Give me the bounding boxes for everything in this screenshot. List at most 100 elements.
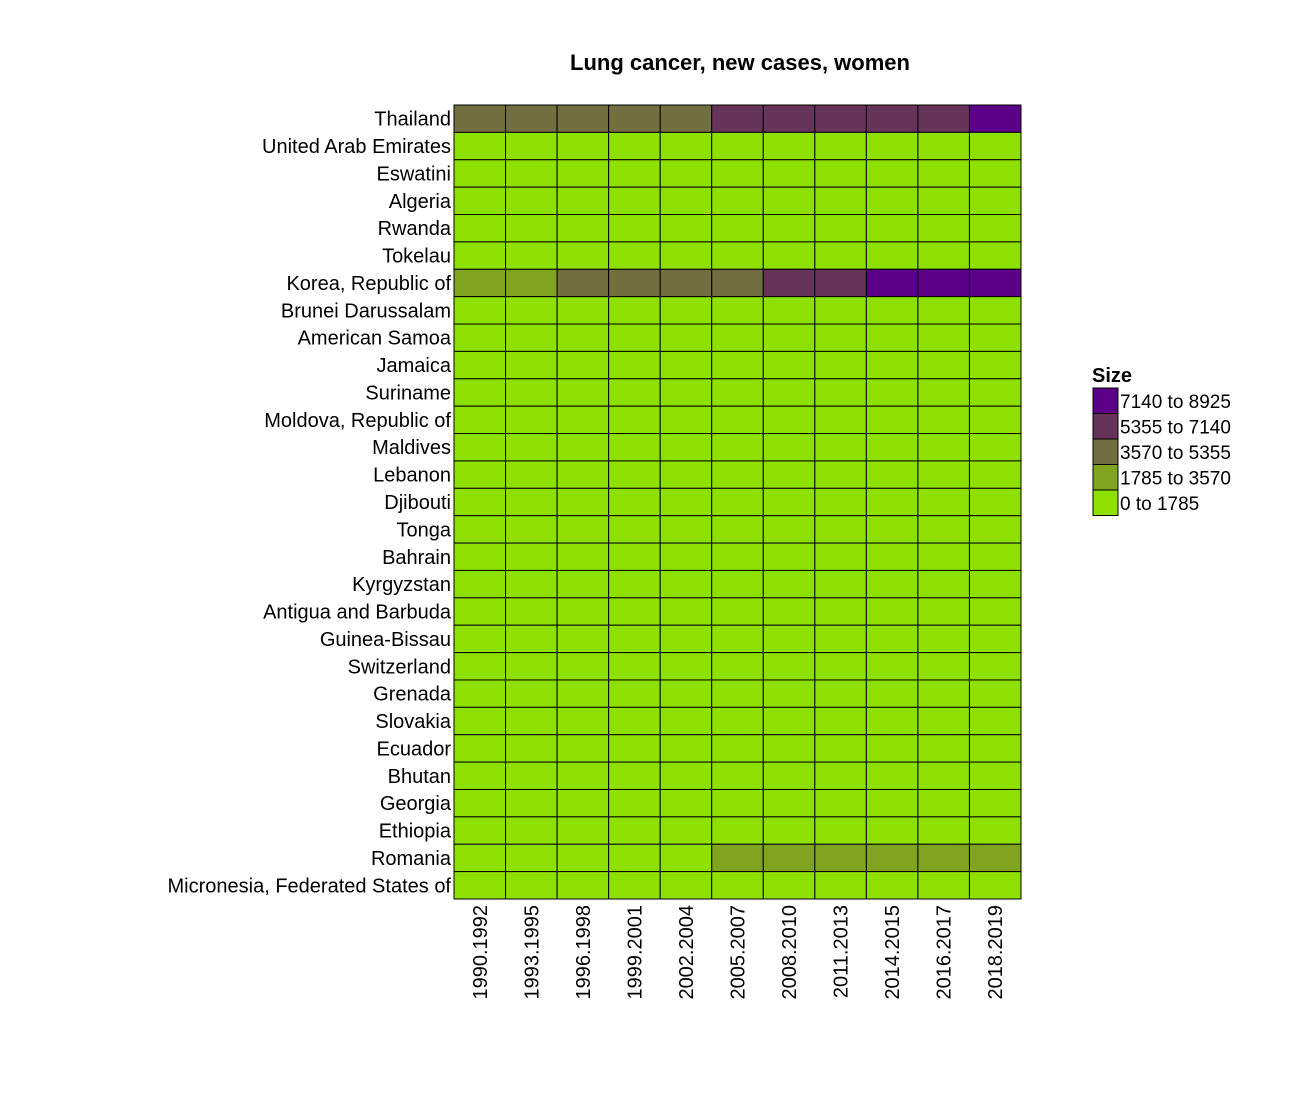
heatmap-cell — [659, 378, 713, 407]
heatmap-cell — [659, 597, 713, 626]
heatmap-cell — [762, 569, 816, 599]
row-label: Grenada — [373, 684, 452, 706]
heatmap-cell — [968, 131, 1022, 161]
row-label: Ethiopia — [379, 821, 452, 843]
heatmap-cell — [968, 569, 1022, 599]
heatmap-cell — [556, 679, 610, 708]
heatmap-cell — [711, 569, 764, 599]
heatmap-cell — [968, 241, 1022, 270]
heatmap-cell — [453, 433, 507, 462]
heatmap-cell — [865, 159, 919, 188]
heatmap-cell — [659, 214, 713, 243]
heatmap-cell — [865, 487, 919, 517]
heatmap-cell — [865, 706, 919, 736]
heatmap-cell — [659, 871, 713, 900]
heatmap-cell — [453, 268, 507, 298]
heatmap-cell — [814, 597, 867, 626]
heatmap-cell — [453, 515, 507, 544]
heatmap-cell — [505, 487, 558, 517]
heatmap-cell — [556, 734, 610, 763]
heatmap-cell — [608, 323, 661, 352]
heatmap-cell — [917, 323, 970, 352]
heatmap-cell — [711, 542, 764, 571]
heatmap-cell — [814, 871, 867, 900]
row-label: Bahrain — [382, 547, 451, 569]
legend-label: 7140 to 8925 — [1120, 392, 1231, 413]
legend-label: 5355 to 7140 — [1120, 417, 1231, 438]
heatmap-cell — [917, 706, 970, 736]
heatmap-cell — [505, 460, 558, 489]
heatmap-cell — [453, 214, 507, 243]
heatmap-cell — [968, 652, 1022, 681]
heatmap-cell — [659, 761, 713, 790]
heatmap-cell — [865, 350, 919, 380]
heatmap-cell — [711, 652, 764, 681]
heatmap-cell — [968, 104, 1022, 133]
legend-swatch — [1092, 438, 1119, 465]
heatmap-cell — [556, 159, 610, 188]
column-labels: 1990.1992 1993.1995 1996.1998 1999.2001 2002… — [470, 905, 1007, 1000]
heatmap-cell — [453, 679, 507, 708]
column-label: 2002.2004 — [676, 905, 698, 1000]
heatmap-cell — [917, 542, 970, 571]
heatmap-cell — [505, 104, 558, 133]
heatmap-cell — [968, 323, 1022, 352]
heatmap-cell — [711, 323, 764, 352]
legend-label: 1785 to 3570 — [1120, 468, 1231, 489]
heatmap-cell — [711, 104, 764, 133]
column-label: 1996.1998 — [573, 905, 595, 1000]
heatmap-cell — [968, 159, 1022, 188]
heatmap-cell — [865, 761, 919, 790]
heatmap-cell — [453, 405, 507, 435]
heatmap-cell — [865, 323, 919, 352]
heatmap-cell — [556, 761, 610, 790]
row-label: Suriname — [365, 382, 451, 404]
heatmap-cell — [505, 186, 558, 216]
heatmap-cell — [968, 542, 1022, 571]
heatmap-cell — [453, 487, 507, 517]
heatmap-cell — [968, 679, 1022, 708]
row-label: Lebanon — [373, 465, 451, 487]
heatmap-cell — [453, 624, 507, 654]
heatmap-cell — [968, 296, 1022, 325]
column-label: 1999.2001 — [624, 905, 646, 1000]
heatmap-cell — [814, 350, 867, 380]
row-label: Djibouti — [384, 492, 451, 514]
heatmap-cell — [505, 159, 558, 188]
heatmap-cell — [659, 405, 713, 435]
heatmap-cell — [814, 323, 867, 352]
heatmap-cell — [556, 706, 610, 736]
heatmap-cell — [814, 405, 867, 435]
heatmap-cell — [762, 679, 816, 708]
heatmap-cell — [917, 624, 970, 654]
row-label: Korea, Republic of — [286, 273, 451, 295]
heatmap-cell — [917, 268, 970, 298]
chart-title: Lung cancer, new cases, women — [570, 50, 910, 75]
heatmap-cell — [968, 214, 1022, 243]
heatmap-cell — [556, 816, 610, 845]
heatmap-cell — [505, 679, 558, 708]
heatmap-cell — [762, 296, 816, 325]
heatmap-cell — [556, 214, 610, 243]
heatmap-cell — [711, 761, 764, 790]
heatmap-cell — [762, 761, 816, 790]
heatmap-cell — [659, 843, 713, 873]
heatmap-cell — [608, 487, 661, 517]
heatmap-cell — [556, 515, 610, 544]
heatmap-cell — [917, 131, 970, 161]
heatmap-cell — [711, 597, 764, 626]
heatmap-cell — [453, 296, 507, 325]
heatmap-cell — [608, 433, 661, 462]
heatmap-cell — [814, 734, 867, 763]
heatmap-cell — [917, 487, 970, 517]
heatmap-cell — [556, 405, 610, 435]
heatmap-cell — [968, 816, 1022, 845]
heatmap-cell — [865, 186, 919, 216]
heatmap-cell — [556, 542, 610, 571]
row-label: Moldova, Republic of — [264, 410, 451, 432]
heatmap-cell — [556, 487, 610, 517]
heatmap-cell — [659, 186, 713, 216]
heatmap-cell — [659, 569, 713, 599]
heatmap-cell — [917, 104, 970, 133]
